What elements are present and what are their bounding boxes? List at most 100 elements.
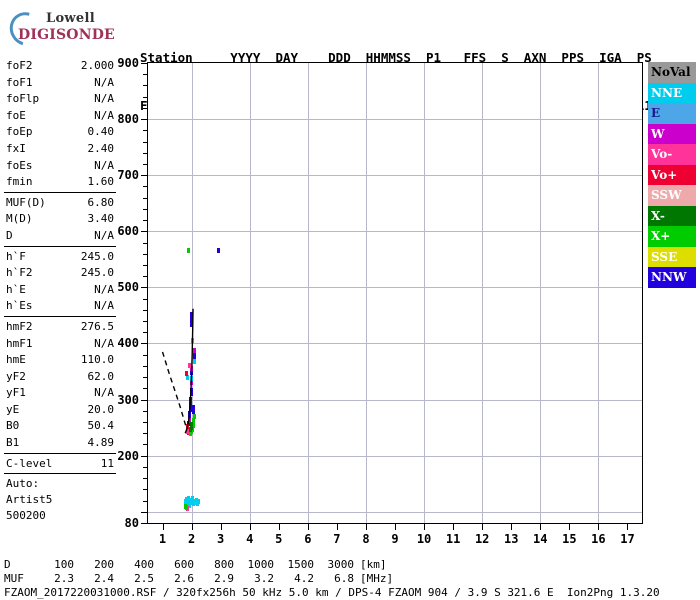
param-key: fmin bbox=[6, 175, 33, 189]
param-row-foes: foEs N/A bbox=[4, 158, 116, 175]
param-divider bbox=[4, 315, 116, 317]
echo-point-nnw bbox=[190, 316, 194, 322]
distance-value: 3000 bbox=[327, 558, 355, 571]
legend-item-nnw[interactable]: NNW bbox=[648, 267, 696, 288]
x-axis-label: 8 bbox=[362, 532, 370, 546]
param-value: N/A bbox=[94, 158, 114, 172]
y-axis-tick bbox=[141, 175, 148, 177]
x-axis-tick bbox=[540, 523, 542, 530]
x-axis-label: 6 bbox=[304, 532, 312, 546]
y-axis-minor-tick bbox=[143, 276, 148, 278]
param-divider bbox=[4, 191, 116, 193]
param-row-hes: h`Es N/A bbox=[4, 298, 116, 315]
legend-item-ssw[interactable]: SSW bbox=[648, 185, 696, 206]
legend-item-e[interactable]: E bbox=[648, 103, 696, 124]
y-axis-minor-tick bbox=[143, 253, 148, 255]
echo-point-w bbox=[188, 418, 192, 424]
gridline-vertical bbox=[365, 63, 367, 523]
distance-value: 400 bbox=[134, 558, 154, 571]
x-axis-tick bbox=[453, 523, 455, 530]
y-axis-label: 800 bbox=[117, 112, 139, 127]
echo-point-nne bbox=[187, 495, 191, 501]
param-key: yE bbox=[6, 402, 20, 416]
y-axis-minor-tick bbox=[143, 186, 148, 188]
x-axis-tick bbox=[424, 523, 426, 530]
legend-item-sse[interactable]: SSE bbox=[648, 246, 696, 267]
param-key: M(D) bbox=[6, 212, 33, 226]
param-row-fmin: fmin 1.60 bbox=[4, 174, 116, 191]
y-axis-minor-tick bbox=[143, 321, 148, 323]
y-axis-tick bbox=[141, 399, 148, 401]
x-axis-tick bbox=[598, 523, 600, 530]
muf-value: 2.5 bbox=[134, 571, 154, 585]
param-value: 50.4 bbox=[87, 419, 115, 433]
y-axis-tick bbox=[141, 119, 148, 121]
echo-point-nne bbox=[188, 502, 192, 508]
x-axis-label: 5 bbox=[275, 532, 283, 546]
echo-point-nne bbox=[186, 374, 190, 380]
y-axis-label: 400 bbox=[117, 336, 139, 351]
param-key: foF1 bbox=[6, 75, 33, 89]
polarization-legend[interactable]: NoVal NNE E W Vo- Vo+ SSW X- X+ SSE NNW bbox=[648, 62, 696, 288]
x-axis-label: 4 bbox=[246, 532, 254, 546]
param-value: N/A bbox=[94, 108, 114, 122]
param-row-mufd: MUF(D) 6.80 bbox=[4, 195, 116, 212]
y-axis-minor-tick bbox=[143, 107, 148, 109]
auto-label: Auto: bbox=[6, 477, 40, 491]
gridline-vertical bbox=[307, 63, 309, 523]
x-axis-label: 14 bbox=[533, 532, 548, 546]
x-axis-label: 17 bbox=[620, 532, 635, 546]
legend-item-nne[interactable]: NNE bbox=[648, 82, 696, 103]
echo-point-x bbox=[192, 413, 196, 419]
y-axis-label: 700 bbox=[117, 168, 139, 183]
param-key: MUF(D) bbox=[6, 195, 46, 209]
auto-name: Artist5 bbox=[6, 493, 53, 507]
y-axis-minor-tick bbox=[143, 365, 148, 367]
legend-item-noval[interactable]: NoVal bbox=[648, 62, 696, 83]
param-value: 245.0 bbox=[80, 266, 114, 280]
param-key: h`F2 bbox=[6, 266, 33, 280]
param-value: 110.0 bbox=[80, 353, 114, 367]
y-axis-label: 200 bbox=[117, 448, 139, 463]
legend-item-x[interactable]: X- bbox=[648, 205, 696, 226]
y-axis-tick bbox=[141, 63, 148, 64]
legend-item-w[interactable]: W bbox=[648, 123, 696, 144]
muf-value: 6.8 bbox=[334, 571, 354, 585]
legend-item-vo[interactable]: Vo- bbox=[648, 144, 696, 165]
x-axis-tick bbox=[336, 523, 338, 530]
param-value: 276.5 bbox=[80, 319, 114, 333]
ionogram-plot[interactable]: 80 200 300 400 500 600 700 800 900 1 2 3 4 5 6 7 8 9 10 11 1… bbox=[117, 56, 643, 546]
param-row-yf2: yF2 62.0 bbox=[4, 369, 116, 386]
y-axis-minor-tick bbox=[143, 220, 148, 222]
param-divider bbox=[4, 473, 116, 475]
gridline-vertical bbox=[424, 63, 426, 523]
param-value: N/A bbox=[94, 92, 114, 106]
param-value: 3.40 bbox=[87, 212, 115, 226]
param-value: N/A bbox=[94, 75, 114, 89]
echo-point-x bbox=[189, 425, 193, 431]
param-key: yF1 bbox=[6, 386, 26, 400]
param-row-hmf2: hmF2 276.5 bbox=[4, 319, 116, 336]
gridline-horizontal bbox=[148, 175, 642, 177]
distance-value: 600 bbox=[174, 558, 194, 571]
echo-point-nne bbox=[192, 358, 196, 364]
param-row-foep: foEp 0.40 bbox=[4, 124, 116, 141]
ionospheric-parameters-panel: foF2 2.000 foF1 N/A foFlp N/A foE N/A foEp 0.40 fx… bbox=[4, 58, 116, 524]
muf-label: MUF bbox=[4, 571, 24, 585]
x-axis-tick bbox=[482, 523, 484, 530]
legend-item-vo[interactable]: Vo+ bbox=[648, 164, 696, 185]
param-value: 62.0 bbox=[87, 369, 115, 383]
muf-distance-table: D 100 200 400 600 800 1000 1500 3000 [km] MUF 2.3 2… bbox=[4, 558, 393, 585]
param-row-b0: B0 50.4 bbox=[4, 418, 116, 435]
trace-muf-dashed-curve bbox=[161, 351, 188, 429]
param-key: D bbox=[6, 228, 13, 242]
y-axis-minor-tick bbox=[143, 500, 148, 502]
param-row-foe: foE N/A bbox=[4, 108, 116, 125]
distance-value: 100 bbox=[54, 558, 74, 571]
y-axis-minor-tick bbox=[143, 478, 148, 480]
gridline-vertical bbox=[598, 63, 600, 523]
gridline-horizontal bbox=[148, 511, 642, 513]
legend-item-x[interactable]: X+ bbox=[648, 226, 696, 247]
param-value: 245.0 bbox=[80, 249, 114, 263]
distance-value: 1500 bbox=[287, 558, 315, 571]
